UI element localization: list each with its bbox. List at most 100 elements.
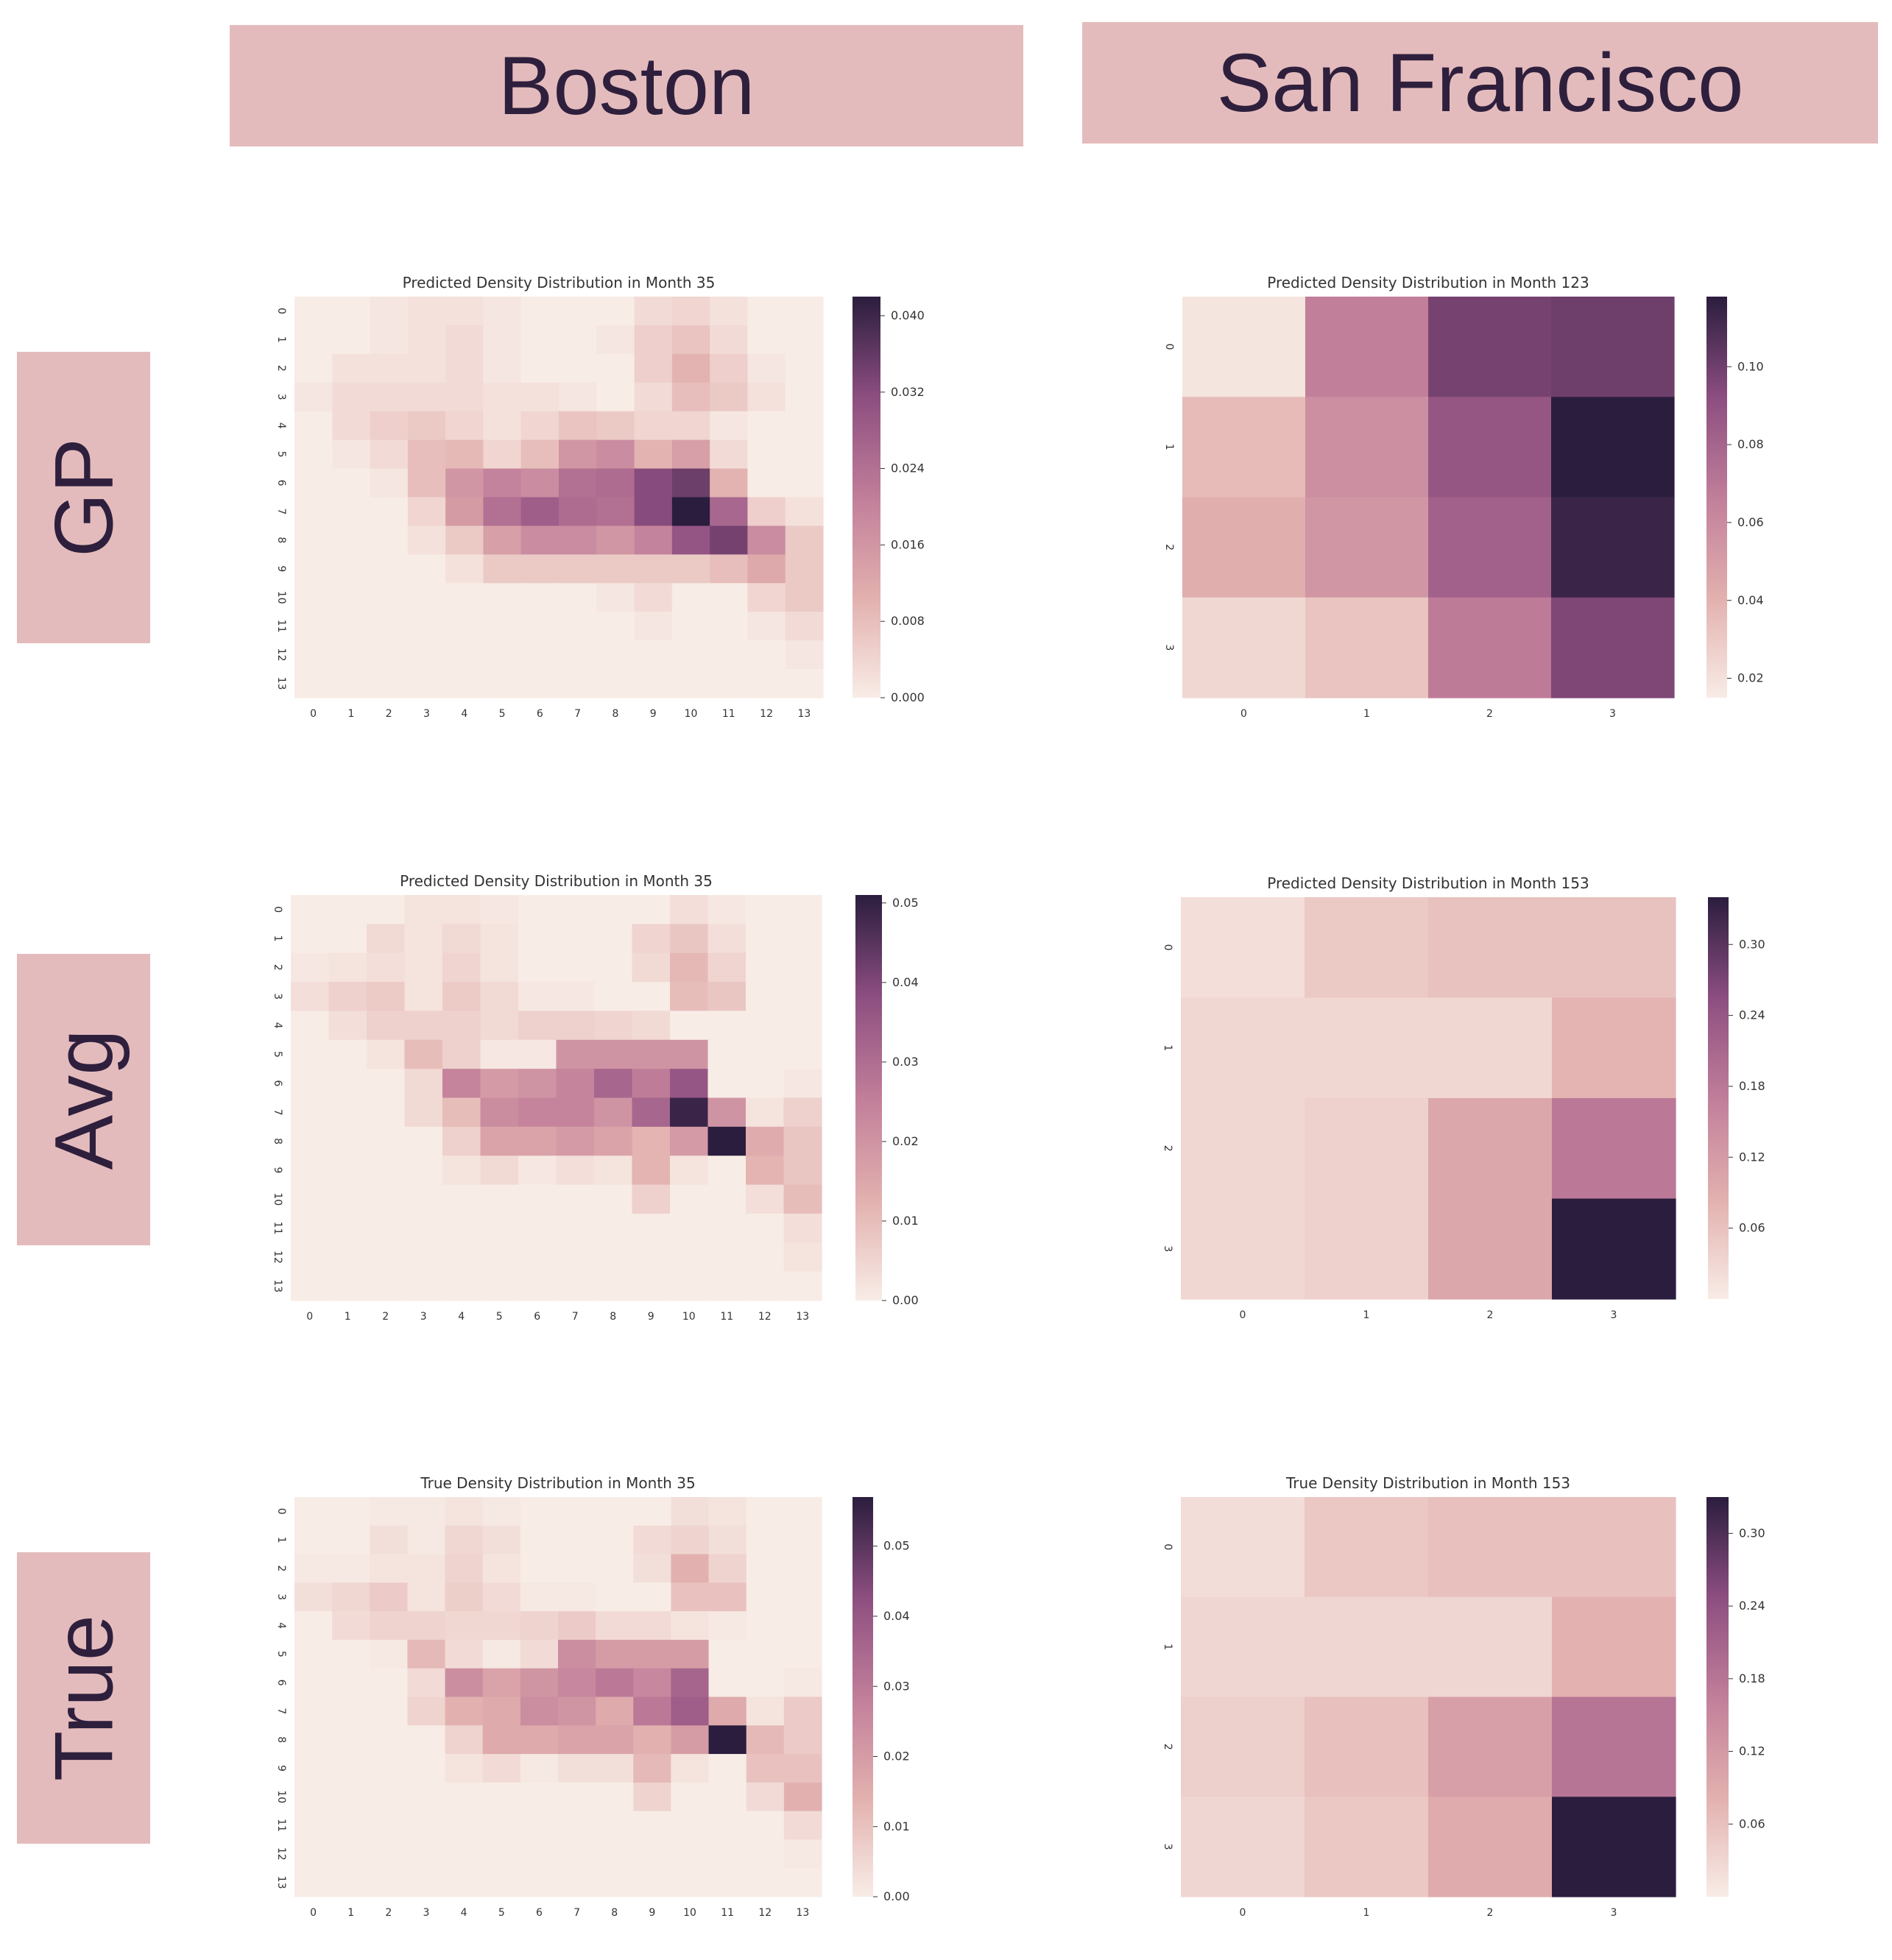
heatmap-cell <box>445 612 484 641</box>
heatmap-cell <box>633 1554 672 1583</box>
heatmap-cell <box>294 468 333 498</box>
heatmap-cell <box>559 468 597 498</box>
heatmap-cell <box>747 526 786 555</box>
heatmap-cell <box>294 297 333 326</box>
heatmap-cell <box>556 895 595 924</box>
heatmap-cell <box>746 1725 785 1755</box>
heatmap-cell <box>559 669 597 698</box>
colorbar-tick-label: 0.040 <box>891 308 925 322</box>
x-tick-label: 4 <box>461 1907 467 1919</box>
y-tick-label: 9 <box>275 565 287 572</box>
heatmap-cell <box>294 1782 333 1812</box>
heatmap-cell <box>518 1271 557 1301</box>
heatmap-cell <box>783 1184 822 1214</box>
heatmap-cell <box>520 1839 559 1869</box>
heatmap-cell <box>367 1097 406 1128</box>
heatmap-cell <box>370 439 409 470</box>
heatmap-cell <box>1181 1797 1305 1897</box>
heatmap-cell <box>370 1497 409 1526</box>
heatmap-cell <box>633 1668 672 1698</box>
heatmap-cell <box>558 1639 596 1669</box>
heatmap-cell <box>294 1554 333 1583</box>
y-tick-label: 1 <box>1163 444 1175 450</box>
heatmap-cell <box>294 612 333 641</box>
heatmap-cell <box>483 554 522 584</box>
heatmap-cell <box>707 1271 746 1301</box>
heatmap-cell <box>332 1611 370 1641</box>
heatmap-cell <box>1551 397 1675 498</box>
chart-title: Predicted Density Distribution in Month … <box>1267 274 1589 291</box>
heatmap-cell <box>407 1725 446 1755</box>
y-tick-label: 6 <box>272 1080 283 1086</box>
heatmap-cell <box>332 1811 370 1841</box>
heatmap-cell <box>407 1811 446 1841</box>
heatmap-cell <box>558 1811 596 1841</box>
colorbar <box>1706 297 1727 698</box>
heatmap-cell <box>404 1126 443 1156</box>
heatmap-cell <box>783 1069 822 1099</box>
heatmap-cell <box>518 1184 557 1214</box>
heatmap-cell <box>328 1039 367 1069</box>
heatmap-cell <box>294 1582 333 1612</box>
x-tick-label: 9 <box>650 708 657 720</box>
heatmap-cell <box>294 382 333 412</box>
heatmap-cell <box>332 1668 370 1698</box>
heatmap-cell <box>407 468 446 498</box>
heatmap-cell <box>671 1782 710 1812</box>
heatmap-cell <box>783 1097 822 1128</box>
heatmap-cell <box>520 1497 559 1526</box>
heatmap-cell <box>291 1242 330 1273</box>
heatmap-cell <box>407 583 446 612</box>
heatmap-cell <box>633 1839 672 1869</box>
heatmap-cell <box>482 1697 521 1726</box>
y-tick-label: 3 <box>272 993 283 1000</box>
y-tick-label: 7 <box>275 1708 287 1714</box>
heatmap-cell <box>747 669 786 698</box>
heatmap-cell <box>632 924 671 954</box>
y-tick-label: 5 <box>275 1651 287 1657</box>
heatmap-cell <box>747 612 786 641</box>
heatmap-cell <box>520 297 560 326</box>
y-tick-label: 13 <box>275 677 287 690</box>
heatmap-cell <box>370 1782 409 1812</box>
y-tick-label: 4 <box>272 1022 283 1029</box>
heatmap-cell <box>370 1868 409 1897</box>
x-tick-label: 12 <box>758 1311 772 1323</box>
heatmap-cell <box>407 1868 446 1897</box>
heatmap-cell <box>407 526 446 555</box>
y-tick-label: 10 <box>275 1790 287 1803</box>
row-header-true: True <box>17 1552 150 1844</box>
heatmap-cell <box>518 1156 557 1186</box>
heatmap-cell <box>783 1213 822 1243</box>
heatmap-cell <box>785 297 824 326</box>
heatmap-cell <box>594 1184 633 1214</box>
y-tick-label: 8 <box>275 1736 287 1743</box>
heatmap-cell <box>707 1069 746 1099</box>
heatmap-cell <box>1181 1697 1305 1797</box>
chart-title: True Density Distribution in Month 35 <box>420 1474 695 1492</box>
heatmap-cell <box>559 526 597 555</box>
heatmap-cell <box>671 297 710 326</box>
y-tick-label: 12 <box>275 1847 287 1861</box>
x-tick-label: 10 <box>685 708 698 720</box>
heatmap-cell <box>404 895 443 924</box>
heatmap-cell <box>480 1126 519 1156</box>
heatmap-cell <box>556 1271 595 1301</box>
heatmap-cell <box>556 1011 595 1041</box>
heatmap-cell <box>483 325 522 355</box>
x-tick-label: 13 <box>797 708 811 720</box>
heatmap-cell <box>671 1525 710 1555</box>
heatmap-cell <box>670 924 709 954</box>
heatmap-cell <box>480 1184 519 1214</box>
heatmap-cell <box>445 1697 484 1726</box>
heatmap-cell <box>596 325 635 355</box>
y-tick-label: 4 <box>275 422 287 429</box>
colorbar <box>1706 1497 1729 1897</box>
colorbar-tick-label: 0.02 <box>892 1134 919 1148</box>
heatmap-cell <box>633 1525 672 1555</box>
heatmap-cell <box>596 1554 634 1583</box>
colorbar-tick-label: 0.12 <box>1739 1150 1765 1164</box>
y-tick-label: 11 <box>275 1819 287 1832</box>
